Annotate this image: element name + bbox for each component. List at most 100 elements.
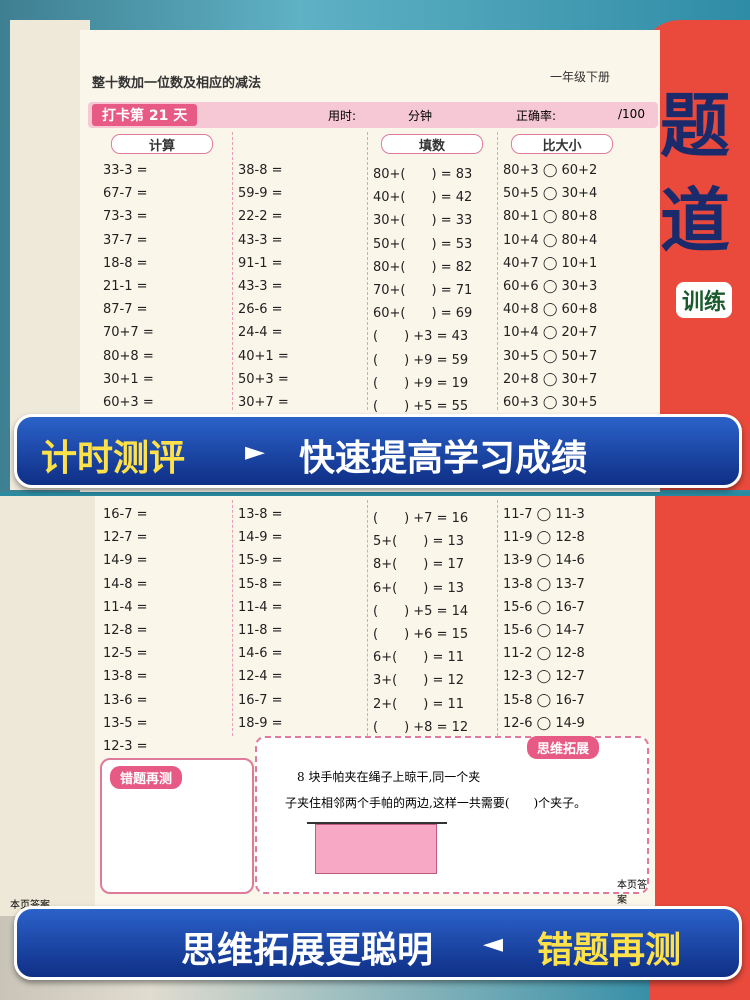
equation: 43-3 = <box>238 232 283 248</box>
day: 打卡第 21 天 <box>92 104 198 126</box>
left-page <box>10 20 90 490</box>
equation: ( ) +3 = 43 <box>373 329 469 345</box>
equation: 91-1 = <box>238 255 283 271</box>
separator <box>232 500 233 736</box>
retest-title: 错题再测 <box>110 766 183 789</box>
equation: 73-3 = <box>103 209 148 225</box>
problem-text: 子夹住相邻两个手帕的两边,这样一共需要( )个夹子。 <box>285 796 587 810</box>
arrow: ◄ <box>483 929 503 959</box>
banner-text: 快速提高学习成绩 <box>299 438 588 479</box>
answers: 本页答案 <box>617 880 647 906</box>
equation: 60+6 ◯ 30+3 <box>503 279 598 294</box>
equation: 70+7 = <box>103 325 154 341</box>
column-header: 比大小 <box>511 134 613 154</box>
separator <box>497 132 498 410</box>
equation: 12-5 = <box>103 646 148 662</box>
separator <box>367 132 368 410</box>
equation: ( ) +5 = 14 <box>373 603 469 619</box>
column-header: 计算 <box>111 134 213 154</box>
cover-tag: 训练 <box>676 282 733 318</box>
retest-box: 错题再测 <box>100 758 254 894</box>
equation: 33-3 = <box>103 163 148 178</box>
equation: 13-8 = <box>238 507 283 522</box>
equation: 50+3 = <box>238 371 289 387</box>
column-header: 填数 <box>381 134 483 154</box>
equation: 15-6 ◯ 16-7 <box>503 599 585 615</box>
equation: 70+( ) = 71 <box>373 283 473 298</box>
page: 错题再测 思维拓展 8 块手帕夹在绳子上晾干,同一个夹 子夹住相邻两个手帕的两边… <box>95 496 655 916</box>
equation: 12-3 ◯ 12-7 <box>503 669 585 685</box>
equation: 60+3 ◯ 30+5 <box>503 395 598 410</box>
equation: 40+( ) = 42 <box>373 190 473 206</box>
extend-title: 思维拓展 <box>527 736 600 759</box>
equation: 11-8 = <box>238 623 283 638</box>
equation: 14-8 = <box>103 576 148 592</box>
equation: 12-8 = <box>103 623 148 638</box>
equation: ( ) +5 = 55 <box>373 399 469 414</box>
equation: 11-7 ◯ 11-3 <box>503 507 585 522</box>
equation: 15-6 ◯ 14-7 <box>503 623 585 638</box>
equation: 26-6 = <box>238 302 283 318</box>
subtitle: 整十数加一位数及相应的减法 <box>92 76 262 91</box>
grade: 一年级下册 <box>550 70 611 84</box>
equation: 14-6 = <box>238 646 283 662</box>
equation: 12-4 = <box>238 669 283 685</box>
equation: 37-7 = <box>103 232 148 248</box>
equation: 80+( ) = 83 <box>373 167 473 182</box>
equation: 10+4 ◯ 20+7 <box>503 325 598 341</box>
equation: 24-4 = <box>238 325 283 341</box>
equation: 12-6 ◯ 14-9 <box>503 715 585 731</box>
cover-char: 道 <box>660 180 730 262</box>
separator <box>367 500 368 736</box>
equation: 20+8 ◯ 30+7 <box>503 371 598 387</box>
equation: 18-9 = <box>238 715 283 731</box>
equation: 15-8 ◯ 16-7 <box>503 692 585 708</box>
answers-left: 本页答案 <box>10 896 50 911</box>
equation: ( ) +9 = 19 <box>373 375 469 391</box>
equation: 11-4 = <box>238 599 283 615</box>
extend-box: 思维拓展 8 块手帕夹在绳子上晾干,同一个夹 子夹住相邻两个手帕的两边,这样一共… <box>255 736 649 906</box>
equation: ( ) +8 = 12 <box>373 719 469 735</box>
equation: 15-9 = <box>238 553 283 569</box>
equation: 13-8 ◯ 13-7 <box>503 576 585 592</box>
equation: 15-8 = <box>238 576 283 592</box>
equation: 8+( ) = 17 <box>373 557 465 573</box>
equation: 40+1 = <box>238 348 289 364</box>
equation: 80+3 ◯ 60+2 <box>503 163 598 178</box>
equation: 13-8 = <box>103 669 148 685</box>
equation: 11-9 ◯ 12-8 <box>503 530 585 546</box>
rope <box>307 822 447 874</box>
equation: 6+( ) = 11 <box>373 650 465 666</box>
separator <box>232 132 233 410</box>
equation: ( ) +7 = 16 <box>373 511 469 526</box>
equation: 43-3 = <box>238 279 283 294</box>
accuracy-label: 正确率: <box>516 109 557 123</box>
accuracy-total: /100 <box>618 107 645 121</box>
equation: ( ) +9 = 59 <box>373 352 469 368</box>
equation: 38-8 = <box>238 163 283 178</box>
equation: 16-7 = <box>238 692 283 708</box>
equation: 14-9 = <box>238 530 283 546</box>
banner-highlight: 错题再测 <box>537 930 682 971</box>
equation: 50+( ) = 53 <box>373 236 473 252</box>
left-page: 本页答案 <box>0 496 95 916</box>
equation: 13-6 = <box>103 692 148 708</box>
equation: 60+3 = <box>103 395 154 410</box>
equation: ( ) +6 = 15 <box>373 627 469 642</box>
pink-bar: 打卡第 21 天 用时: 分钟 正确率: /100 <box>88 102 658 128</box>
equation: 13-9 ◯ 14-6 <box>503 553 585 569</box>
equation: 30+5 ◯ 50+7 <box>503 348 598 364</box>
equation: 18-8 = <box>103 255 148 271</box>
equation: 12-7 = <box>103 530 148 546</box>
time-label: 用时: <box>328 109 357 123</box>
equation: 12-3 = <box>103 739 148 754</box>
equation: 50+5 ◯ 30+4 <box>503 186 598 202</box>
equation: 10+4 ◯ 80+4 <box>503 232 598 248</box>
equation: 80+( ) = 82 <box>373 259 473 275</box>
handkerchiefs <box>315 824 437 874</box>
equation: 30+7 = <box>238 395 289 410</box>
banner-highlight: 计时测评 <box>41 438 186 479</box>
banner: 思维拓展更聪明 ◄ 错题再测 <box>14 906 742 980</box>
arrow: ► <box>245 437 265 467</box>
